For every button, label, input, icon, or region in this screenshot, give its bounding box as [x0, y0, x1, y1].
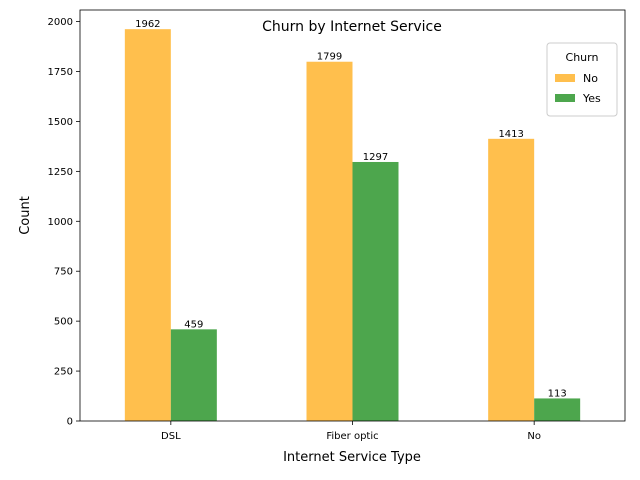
data-label: 1413 — [498, 129, 523, 140]
bar — [488, 138, 535, 421]
data-label: 1297 — [363, 152, 388, 163]
data-label: 113 — [548, 388, 567, 399]
y-tick-label: 750 — [54, 267, 73, 278]
legend-swatch — [555, 94, 575, 102]
bars — [124, 29, 581, 422]
plot-area: 1962 459 1799 1297 1413 113 0 250 500 750 1000 125… — [48, 9, 626, 442]
data-label: 1799 — [317, 52, 342, 63]
legend-swatch — [555, 74, 575, 82]
data-label: 459 — [184, 319, 203, 330]
legend-items: No Yes — [555, 72, 601, 105]
y-tick-label: 500 — [54, 317, 73, 328]
bar — [534, 398, 581, 421]
y-tick-label: 1750 — [48, 67, 73, 78]
bar — [352, 161, 399, 421]
data-label: 1962 — [135, 19, 160, 30]
legend: Churn No Yes — [546, 42, 618, 117]
y-axis-label: Count — [18, 196, 33, 235]
y-tick-label: 0 — [67, 417, 73, 428]
x-axis: DSL Fiber optic No — [161, 421, 541, 442]
legend-title: Churn — [566, 51, 599, 64]
bar — [170, 329, 217, 421]
x-tick-label: DSL — [161, 431, 181, 442]
legend-label: No — [583, 72, 598, 85]
y-tick-label: 1500 — [48, 117, 73, 128]
x-axis-label: Internet Service Type — [283, 450, 421, 465]
y-tick-label: 250 — [54, 367, 73, 378]
bar — [124, 29, 171, 422]
x-tick-label: Fiber optic — [326, 431, 378, 442]
data-labels: 1962 459 1799 1297 1413 113 — [135, 19, 567, 399]
y-tick-label: 1250 — [48, 167, 73, 178]
bar — [306, 61, 353, 422]
chart-title: Churn by Internet Service — [262, 19, 442, 35]
y-tick-label: 1000 — [48, 217, 73, 228]
legend-label: Yes — [582, 92, 601, 105]
y-axis: 0 250 500 750 1000 1250 1500 1750 2000 — [48, 17, 80, 428]
x-tick-label: No — [527, 431, 541, 442]
y-tick-label: 2000 — [48, 17, 73, 28]
